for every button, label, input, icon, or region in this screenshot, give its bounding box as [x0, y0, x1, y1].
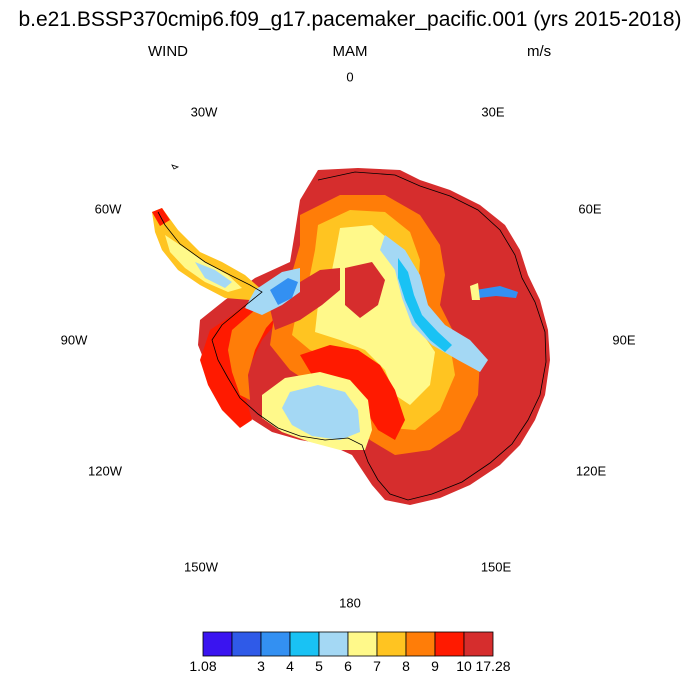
coastline: [157, 171, 547, 501]
colorbar-label: 6: [344, 658, 352, 674]
colorbar-label: 8: [402, 658, 410, 674]
lon-label-90e: 90E: [612, 332, 636, 348]
lon-label-150e: 150E: [480, 559, 512, 575]
lon-label-30e: 30E: [481, 104, 505, 120]
colorbar-box: [260, 631, 291, 657]
colorbar-box: [376, 631, 407, 657]
units-label: m/s: [527, 43, 552, 60]
colorbar-box: [231, 631, 262, 657]
west-coast-orange: [228, 292, 292, 400]
antarctica-wind-field: [152, 164, 550, 505]
lon-label-150w: 150W: [184, 559, 218, 575]
colorbar-label: 17.28: [475, 658, 511, 674]
dome-red-core-center: [345, 262, 385, 318]
colorbar-box: [289, 631, 320, 657]
colorbar-box: [318, 631, 349, 657]
colorbar-box: [434, 631, 465, 657]
colorbar-label: 5: [315, 658, 323, 674]
colorbar-label: 4: [286, 658, 294, 674]
colorbar-box: [202, 631, 233, 657]
colorbar-box: [405, 631, 436, 657]
colorbar-label: 3: [257, 658, 265, 674]
lon-label-60w: 60W: [94, 201, 122, 217]
dome-red-core-west: [268, 268, 340, 330]
lon-label-30w: 30W: [190, 104, 218, 120]
lon-label-90w: 90W: [60, 332, 88, 348]
colorbar-box: [347, 631, 378, 657]
figure-title: b.e21.BSSP370cmip6.f09_g17.pacemaker_pac…: [18, 8, 682, 31]
colorbar-box: [463, 631, 494, 657]
east-blue-band: [380, 235, 488, 372]
peninsula-blue: [195, 262, 232, 288]
island-outline: [171, 164, 180, 170]
ross-shelf-blue: [282, 385, 360, 440]
lon-label-0: 0: [346, 69, 354, 85]
coast-streak-60e: [476, 286, 518, 298]
variable-label: WIND: [148, 43, 188, 60]
season-label: MAM: [332, 43, 368, 60]
colorbar-label: 7: [373, 658, 381, 674]
lon-label-180: 180: [339, 595, 361, 611]
colorbar-label: 10: [456, 658, 472, 674]
coast-streak-60e-light: [470, 283, 480, 300]
colorbar-label: 1.08: [189, 658, 217, 674]
east-blue-band-dark: [398, 258, 452, 352]
weddell-deep-blue: [270, 278, 298, 305]
lon-label-120w: 120W: [88, 463, 122, 479]
lon-label-60e: 60E: [578, 201, 602, 217]
colorbar-label: 9: [431, 658, 439, 674]
lon-label-120e: 120E: [575, 463, 607, 479]
